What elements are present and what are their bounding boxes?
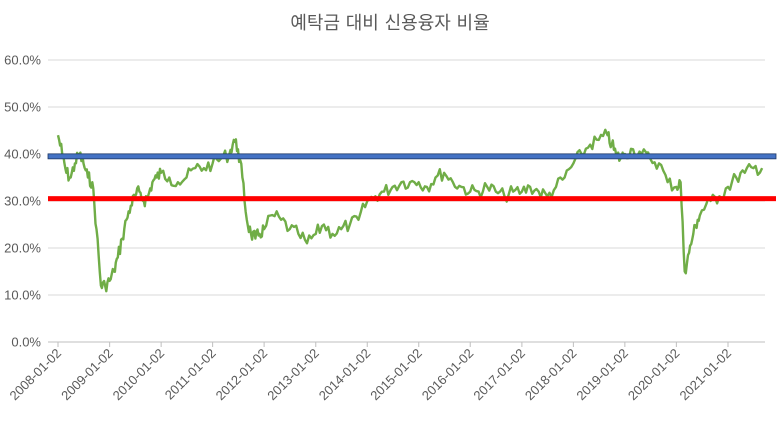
x-tick-label: 2019-01-02 [573, 346, 631, 404]
reference-line-blue [47, 153, 777, 160]
y-tick-label: 40.0% [4, 147, 41, 162]
x-axis-ticks: 2008-01-022009-01-022010-01-022011-01-02… [6, 342, 734, 403]
x-tick-label: 2020-01-02 [625, 346, 683, 404]
x-tick-label: 2015-01-02 [367, 346, 425, 404]
y-tick-label: 60.0% [4, 53, 41, 68]
y-axis-ticks: 0.0% 10.0% 20.0% 30.0% 40.0% 50.0% 60.0% [4, 53, 41, 350]
x-tick-label: 2014-01-02 [316, 346, 374, 404]
y-tick-label: 20.0% [4, 241, 41, 256]
x-tick-label: 2017-01-02 [470, 346, 528, 404]
x-tick-label: 2021-01-02 [676, 346, 734, 404]
reference-lines [47, 153, 777, 202]
x-tick-label: 2008-01-02 [6, 346, 64, 404]
x-tick-label: 2012-01-02 [213, 346, 271, 404]
x-tick-label: 2011-01-02 [162, 346, 219, 403]
y-tick-label: 30.0% [4, 194, 41, 209]
series-group [56, 128, 764, 293]
x-tick-label: 2010-01-02 [110, 346, 168, 404]
x-tick-label: 2016-01-02 [419, 346, 477, 404]
y-tick-label: 50.0% [4, 100, 41, 115]
y-tick-label: 10.0% [4, 288, 41, 303]
x-tick-label: 2018-01-02 [522, 346, 580, 404]
x-tick-label: 2009-01-02 [58, 346, 116, 404]
x-tick-label: 2013-01-02 [264, 346, 322, 404]
reference-line-red [48, 196, 776, 202]
y-tick-label: 0.0% [11, 335, 41, 350]
chart-title: 예탁금 대비 신용융자 비율 [290, 13, 489, 34]
series-line [56, 128, 764, 293]
